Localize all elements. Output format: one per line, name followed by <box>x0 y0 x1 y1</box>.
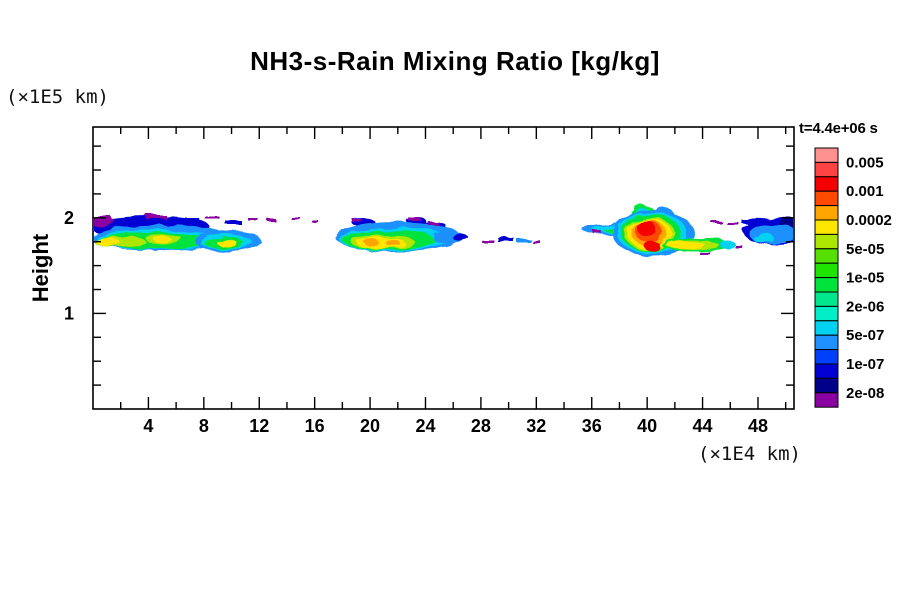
plot-frame <box>92 126 795 410</box>
x-tick-label: 44 <box>693 416 713 436</box>
colorbar-cell <box>814 334 839 351</box>
colorbar-label: 0.005 <box>846 154 884 171</box>
speckle-mark <box>532 240 540 243</box>
colorbar-cell <box>814 392 839 408</box>
speckle-mark <box>497 237 513 241</box>
colorbar-cell <box>814 219 839 235</box>
speckle-mark <box>727 222 739 225</box>
colorbar-cell <box>814 190 839 207</box>
page-title: NH3-s-Rain Mixing Ratio [kg/kg] <box>250 46 660 76</box>
x-tick-label: 8 <box>199 416 209 436</box>
x-axis-unit-label: (×1E4 km) <box>698 443 801 465</box>
contour-blob-layer <box>637 220 655 236</box>
speckle-mark <box>248 218 258 221</box>
contour-blob-layer <box>667 241 705 249</box>
colorbar-cell <box>814 233 839 250</box>
colorbar-cell <box>814 320 839 336</box>
speckle-mark <box>700 252 710 255</box>
speckle-mark <box>268 219 276 222</box>
colorbar-cell <box>814 147 839 163</box>
speckle-mark <box>736 246 743 249</box>
x-tick-label: 48 <box>748 416 768 436</box>
contour-blob-layer <box>386 239 400 247</box>
colorbar-cell <box>814 262 839 279</box>
speckle-mark <box>408 217 420 220</box>
contour-blob-layer <box>96 238 120 246</box>
colorbar-label: 1e-05 <box>846 270 884 287</box>
speckle-mark <box>311 219 317 222</box>
contour-blob-layer <box>644 241 660 251</box>
colorbar-cell <box>814 377 839 394</box>
colorbar-cell <box>814 248 839 264</box>
y-axis-unit-label: (×1E5 km) <box>6 86 109 108</box>
speckle-mark <box>115 219 141 223</box>
contour-blob-layer <box>153 235 171 243</box>
colorbar-label: 0.001 <box>846 183 884 200</box>
colorbar-cell <box>814 349 839 365</box>
colorbar-cell <box>814 305 839 322</box>
colorbar-label: 5e-07 <box>846 327 884 344</box>
colorbar-label: 5e-05 <box>846 241 884 258</box>
contour-blob-layer <box>453 235 469 241</box>
contour-blob-layer <box>217 239 237 247</box>
mixing-ratio-field <box>94 206 793 256</box>
colorbar-label: 2e-08 <box>846 385 884 402</box>
speckle-mark <box>205 216 219 219</box>
colorbar-cell <box>814 277 839 293</box>
y-tick-label: 2 <box>64 208 74 228</box>
speckle-mark <box>146 215 166 219</box>
x-tick-label: 24 <box>415 416 435 436</box>
x-tick-label: 20 <box>360 416 380 436</box>
contour-blob-layer <box>365 239 379 247</box>
colorbar-cell <box>814 176 839 192</box>
speckle-mark <box>594 231 602 234</box>
x-tick-label: 28 <box>471 416 491 436</box>
speckle-mark <box>712 221 722 224</box>
x-tick-label: 32 <box>526 416 546 436</box>
colorbar-cell <box>814 363 839 379</box>
colorbar-label: 0.0002 <box>846 212 892 229</box>
speckle-mark <box>170 218 200 223</box>
colorbar-cell <box>814 161 839 178</box>
colorbar-label: 1e-07 <box>846 356 884 373</box>
x-tick-label: 4 <box>143 416 153 436</box>
x-tick-label: 40 <box>637 416 657 436</box>
x-tick-label: 16 <box>305 416 325 436</box>
colorbar-label: 2e-06 <box>846 298 884 315</box>
colorbar-cell <box>814 205 839 221</box>
speckle-mark <box>742 220 756 224</box>
contour-blob-layer <box>720 241 736 249</box>
y-tick-label: 1 <box>64 303 74 323</box>
time-stamp-label: t=4.4e+06 s <box>799 120 878 137</box>
x-tick-label: 12 <box>249 416 269 436</box>
speckle-mark <box>428 221 438 225</box>
speckle-mark <box>225 220 241 224</box>
speckle-mark <box>352 219 362 222</box>
speckle-mark <box>292 218 301 221</box>
x-tick-label: 36 <box>582 416 602 436</box>
contour-blob-layer <box>752 233 774 243</box>
speckle-mark <box>516 238 530 242</box>
colorbar-cell <box>814 291 839 307</box>
speckle-mark <box>481 239 493 242</box>
